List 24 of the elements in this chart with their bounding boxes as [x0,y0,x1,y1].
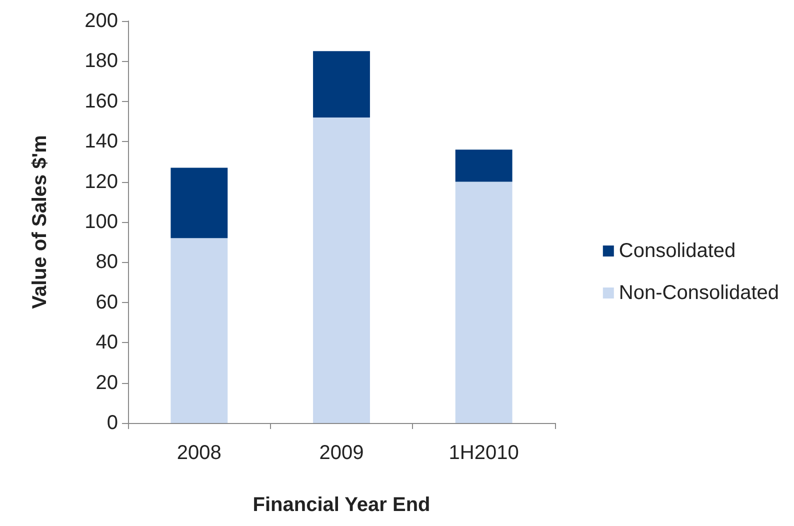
y-tick-label: 160 [84,90,118,112]
legend-label: Non-Consolidated [618,282,780,304]
y-tick-label: 80 [96,251,118,274]
y-tick-label: 200 [84,10,118,32]
legend-label: Consolidated [618,240,736,262]
bar [170,168,228,238]
bar [313,117,370,423]
bar [170,238,228,423]
bar [313,51,370,118]
y-tick-label: 40 [96,332,118,354]
y-tick-label: 180 [84,50,118,72]
x-tick-label: 2009 [319,442,364,464]
x-tick-label: 1H2010 [448,442,519,464]
y-tick-label: 120 [84,170,118,193]
y-tick-label: 20 [96,372,118,394]
x-tick-label: 2008 [176,442,222,464]
x-axis-title: Financial Year End [252,494,430,516]
y-tick-label: 140 [84,130,118,153]
bar [455,150,512,182]
y-tick-label: 100 [84,211,118,233]
y-tick-label: 0 [106,412,118,434]
y-tick-label: 60 [96,291,118,314]
y-axis-title: Value of Sales $'m [29,135,51,309]
bar [455,182,512,423]
